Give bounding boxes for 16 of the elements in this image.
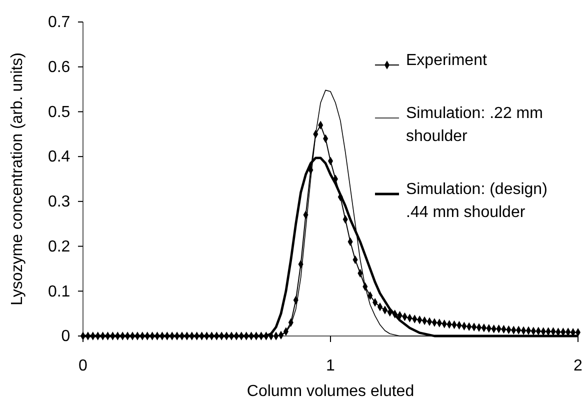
y-tick-label: 0.2 bbox=[48, 238, 70, 256]
x-tick-label: 2 bbox=[574, 358, 583, 375]
y-tick-label: 0.5 bbox=[48, 104, 70, 121]
legend-label: Simulation: (design) .44 mm shoulder bbox=[406, 181, 548, 222]
y-tick-label: 0.1 bbox=[48, 283, 70, 300]
y-tick-label: 0.3 bbox=[48, 194, 70, 211]
legend-label: Experiment bbox=[406, 52, 488, 69]
y-tick-label: 0.4 bbox=[48, 148, 70, 166]
y-tick-label: 0 bbox=[61, 328, 70, 346]
y-axis-title: Lysozyme concentration (arb. units) bbox=[9, 52, 26, 306]
y-tick-label: 0.7 bbox=[48, 14, 70, 32]
y-tick-label: 0.6 bbox=[48, 58, 70, 76]
x-axis-title: Column volumes eluted bbox=[246, 383, 414, 400]
x-tick-label: 1 bbox=[326, 358, 336, 375]
x-tick-label: 0 bbox=[78, 358, 88, 375]
legend-label: Simulation: .22 mm shoulder bbox=[406, 105, 543, 146]
